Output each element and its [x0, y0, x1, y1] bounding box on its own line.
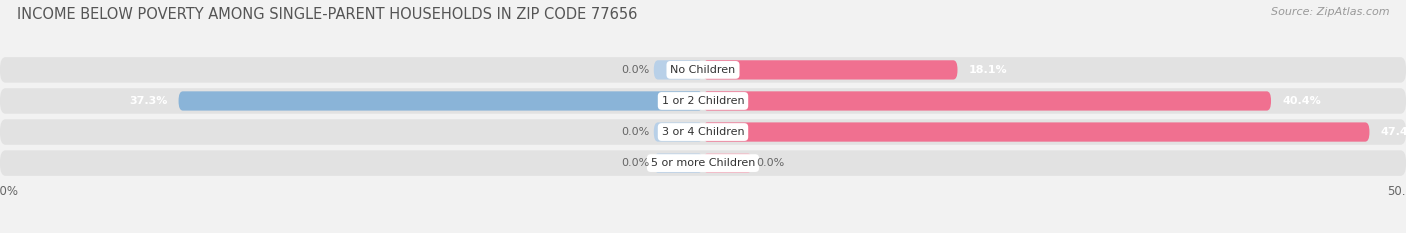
FancyBboxPatch shape [654, 122, 703, 142]
Text: 47.4%: 47.4% [1381, 127, 1406, 137]
FancyBboxPatch shape [654, 60, 703, 79]
Text: 0.0%: 0.0% [756, 158, 785, 168]
FancyBboxPatch shape [179, 91, 703, 111]
Text: 0.0%: 0.0% [621, 127, 650, 137]
Text: 0.0%: 0.0% [621, 158, 650, 168]
FancyBboxPatch shape [703, 154, 752, 173]
Text: 5 or more Children: 5 or more Children [651, 158, 755, 168]
Text: 0.0%: 0.0% [621, 65, 650, 75]
Text: 37.3%: 37.3% [129, 96, 167, 106]
FancyBboxPatch shape [703, 60, 957, 79]
FancyBboxPatch shape [0, 57, 1406, 83]
Text: Source: ZipAtlas.com: Source: ZipAtlas.com [1271, 7, 1389, 17]
Text: 40.4%: 40.4% [1282, 96, 1322, 106]
Text: INCOME BELOW POVERTY AMONG SINGLE-PARENT HOUSEHOLDS IN ZIP CODE 77656: INCOME BELOW POVERTY AMONG SINGLE-PARENT… [17, 7, 637, 22]
FancyBboxPatch shape [703, 91, 1271, 111]
Text: 1 or 2 Children: 1 or 2 Children [662, 96, 744, 106]
Text: 18.1%: 18.1% [969, 65, 1007, 75]
FancyBboxPatch shape [0, 150, 1406, 176]
Text: 3 or 4 Children: 3 or 4 Children [662, 127, 744, 137]
FancyBboxPatch shape [654, 154, 703, 173]
Text: No Children: No Children [671, 65, 735, 75]
FancyBboxPatch shape [0, 119, 1406, 145]
FancyBboxPatch shape [703, 122, 1369, 142]
FancyBboxPatch shape [0, 88, 1406, 114]
